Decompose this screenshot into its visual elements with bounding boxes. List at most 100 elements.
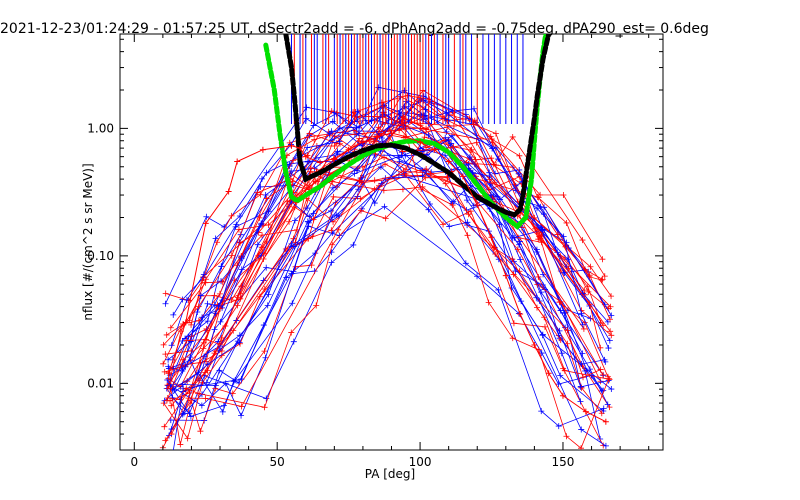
flux-point-blue (212, 382, 219, 389)
flux-point-blue (170, 311, 177, 318)
series-red-point (488, 234, 495, 241)
flux-point-red (256, 214, 263, 221)
flux-point-red (578, 384, 585, 391)
flux-point-red (332, 199, 339, 206)
flux-point-red (293, 226, 300, 233)
flux-point-red (162, 290, 169, 297)
flux-point-red (237, 290, 244, 297)
flux-point-blue (558, 350, 565, 357)
x-tick-label: 150 (552, 455, 575, 469)
flux-point-blue (212, 235, 219, 242)
flux-trace-red (167, 127, 610, 408)
flux-point-red (261, 404, 268, 411)
flux-point-red (160, 360, 167, 367)
flux-point-red (216, 290, 223, 297)
flux-point-red (492, 251, 499, 258)
flux-point-red (161, 423, 168, 430)
flux-point-blue (578, 310, 585, 317)
flux-point-red (598, 277, 605, 284)
flux-point-red (597, 366, 604, 373)
flux-point-blue (263, 395, 270, 402)
flux-point-blue (377, 163, 384, 170)
flux-point-blue (204, 361, 211, 368)
flux-point-red (200, 339, 207, 346)
flux-point-blue (238, 412, 245, 419)
flux-point-blue (516, 238, 523, 245)
flux-point-blue (538, 408, 545, 415)
flux-point-blue (541, 204, 548, 211)
flux-point-blue (215, 302, 222, 309)
series-red-point (402, 133, 409, 140)
flux-point-red (467, 147, 474, 154)
flux-point-red (204, 367, 211, 374)
flux-point-red (237, 239, 244, 246)
flux-trace-blue (172, 154, 604, 450)
flux-point-blue (211, 326, 218, 333)
flux-point-red (382, 215, 389, 222)
flux-point-blue (254, 241, 261, 248)
flux-point-red (228, 212, 235, 219)
flux-point-blue (186, 410, 193, 417)
flux-point-red (440, 221, 447, 228)
series-red-point (259, 146, 266, 153)
flux-point-blue (487, 191, 494, 198)
flux-point-blue (578, 426, 585, 433)
flux-point-red (485, 299, 492, 306)
flux-point-blue (288, 270, 295, 277)
flux-point-blue (199, 314, 206, 321)
series-red-point (559, 392, 566, 399)
flux-point-red (533, 304, 540, 311)
flux-point-blue (263, 169, 270, 176)
flux-trace-blue (167, 146, 609, 405)
flux-point-red (510, 320, 517, 327)
flux-point-red (161, 368, 168, 375)
axes: 0 50 100 150 0.01 0.10 1.00 (87, 34, 663, 469)
flux-point-red (219, 278, 226, 285)
flux-point-blue (260, 322, 267, 329)
series-red-point (417, 139, 424, 146)
flux-point-blue (262, 354, 269, 361)
flux-point-red (597, 344, 604, 351)
flux-point-blue (236, 212, 243, 219)
flux-point-red (371, 177, 378, 184)
flux-point-blue (539, 332, 546, 339)
flux-point-blue (555, 423, 562, 430)
chart-title: 2021-12-23/01:24:29 - 01:57:25 UT, dSect… (0, 21, 709, 37)
flux-point-blue (217, 318, 224, 325)
flux-point-blue (602, 358, 609, 365)
flux-point-blue (220, 402, 227, 409)
flux-point-red (197, 428, 204, 435)
flux-point-blue (183, 296, 190, 303)
flux-point-red (400, 167, 407, 174)
flux-point-red (579, 237, 586, 244)
flux-point-blue (350, 241, 357, 248)
flux-point-red (587, 263, 594, 270)
flux-point-blue (262, 191, 269, 198)
flux-point-blue (168, 462, 174, 468)
flux-point-red (202, 279, 209, 286)
series-red-point (317, 159, 324, 166)
flux-point-red (356, 177, 363, 184)
flux-point-blue (605, 345, 612, 352)
flux-point-red (307, 165, 314, 172)
flux-point-red (605, 375, 612, 382)
flux-point-red (449, 202, 456, 209)
flux-point-blue (303, 104, 310, 111)
flux-point-red (580, 325, 587, 332)
flux-point-blue (542, 286, 549, 293)
flux-point-blue (401, 87, 408, 94)
top-vertical-ticks (290, 34, 524, 124)
flux-point-red (537, 235, 544, 242)
flux-point-blue (443, 128, 450, 135)
flux-point-blue (355, 186, 362, 193)
flux-point-red (599, 256, 606, 263)
flux-trace-red (170, 96, 611, 445)
flux-point-blue (326, 130, 333, 137)
flux-point-blue (561, 270, 568, 277)
flux-point-red (450, 123, 457, 130)
flux-point-red (564, 340, 571, 347)
flux-point-red (563, 433, 570, 440)
flux-point-blue (600, 405, 607, 412)
flux-point-blue (419, 173, 426, 180)
flux-point-red (488, 136, 495, 143)
